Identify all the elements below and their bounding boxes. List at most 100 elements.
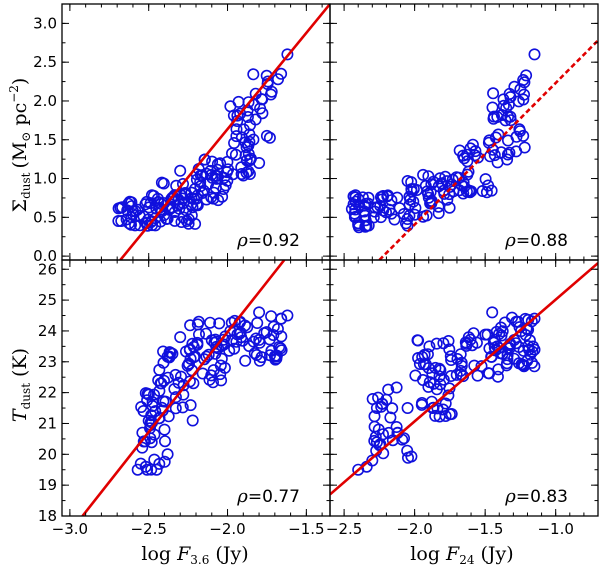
data-point (422, 170, 435, 183)
data-point (517, 129, 530, 142)
y-tick-label: 19 (38, 476, 57, 494)
data-point (202, 177, 215, 190)
data-point (234, 107, 247, 120)
y-tick-label: 26 (38, 260, 57, 278)
data-point (430, 383, 443, 396)
data-point (154, 215, 167, 228)
data-point (495, 329, 508, 342)
data-point (239, 136, 252, 149)
data-point (265, 85, 278, 98)
data-point (186, 414, 199, 427)
data-point (483, 150, 496, 163)
data-point (514, 83, 527, 96)
data-point (179, 187, 192, 200)
data-point (374, 199, 387, 212)
data-point (479, 328, 492, 341)
data-point (260, 129, 273, 142)
axes-frame (329, 259, 599, 517)
data-point (157, 395, 170, 408)
data-point (409, 202, 422, 215)
y-tick-label: 23 (38, 353, 57, 371)
y-tick-label: 0.0 (33, 247, 57, 265)
data-point (161, 448, 174, 461)
data-point (491, 370, 504, 383)
data-point (417, 168, 430, 181)
x-tick-label: −1.5 (467, 520, 503, 538)
data-point (433, 370, 446, 383)
data-point (390, 420, 403, 433)
y-tick-label: 1.5 (33, 131, 57, 149)
plot-area (112, 4, 330, 260)
correlation-label: ρ=0.83 (504, 486, 568, 507)
data-point (451, 352, 464, 365)
data-point (198, 153, 211, 166)
data-point (466, 138, 479, 151)
correlation-label: ρ=0.92 (236, 230, 300, 251)
y-tick-label: 25 (38, 291, 57, 309)
data-point (112, 202, 125, 215)
data-point (372, 391, 385, 404)
data-point (168, 206, 181, 219)
data-point (281, 309, 294, 322)
data-point (501, 148, 514, 161)
data-point (123, 195, 136, 208)
data-point (176, 192, 189, 205)
data-point (381, 189, 394, 202)
data-point (345, 203, 358, 216)
x-tick-label: −2.0 (209, 520, 245, 538)
data-point (375, 193, 388, 206)
data-point (367, 211, 380, 224)
data-point (510, 130, 523, 143)
data-point (281, 48, 294, 61)
data-point (175, 370, 188, 383)
data-point (230, 130, 243, 143)
data-point (253, 354, 266, 367)
data-point (268, 350, 281, 363)
data-point (203, 373, 216, 386)
fit-line (81, 260, 286, 516)
data-point (425, 178, 438, 191)
data-point (205, 334, 218, 347)
data-point (504, 114, 517, 127)
data-point (175, 216, 188, 229)
data-point (152, 374, 165, 387)
data-point (510, 145, 523, 158)
data-point (250, 348, 263, 361)
data-point (384, 411, 397, 424)
data-point (206, 155, 219, 168)
data-point (409, 369, 422, 382)
data-point (417, 210, 430, 223)
data-point (433, 172, 446, 185)
data-point (239, 149, 252, 162)
y-tick-label: 3.0 (33, 14, 57, 32)
data-point (256, 93, 269, 106)
data-point (526, 345, 539, 358)
data-point (423, 340, 436, 353)
data-point (237, 123, 250, 136)
panel-bottom-left: 18 19 20 21 22 23 24 25 26 −3.0 −2.5 −2.0 −1.5 ρ=0.77 (38, 259, 331, 538)
data-point (163, 350, 176, 363)
data-point (247, 68, 260, 81)
fit-line (378, 39, 598, 260)
data-point (157, 177, 170, 190)
data-point (443, 408, 456, 421)
y-axis-label-dust-temperature: Tdust (K) (9, 348, 33, 422)
data-point (133, 219, 146, 232)
data-point (249, 113, 262, 126)
data-point (497, 93, 510, 106)
data-point (141, 463, 154, 476)
data-point (227, 168, 240, 181)
x-tick-label: −1.5 (288, 520, 324, 538)
data-point (509, 337, 522, 350)
data-point (157, 356, 170, 369)
x-tick-label: −3.0 (52, 520, 88, 538)
data-point (422, 361, 435, 374)
plot-area (330, 262, 598, 496)
data-point (184, 399, 197, 412)
correlation-label: ρ=0.77 (236, 486, 300, 507)
data-point (494, 321, 507, 334)
data-point (215, 374, 228, 387)
fit-line (119, 4, 330, 260)
data-point (182, 213, 195, 226)
data-point (388, 213, 401, 226)
